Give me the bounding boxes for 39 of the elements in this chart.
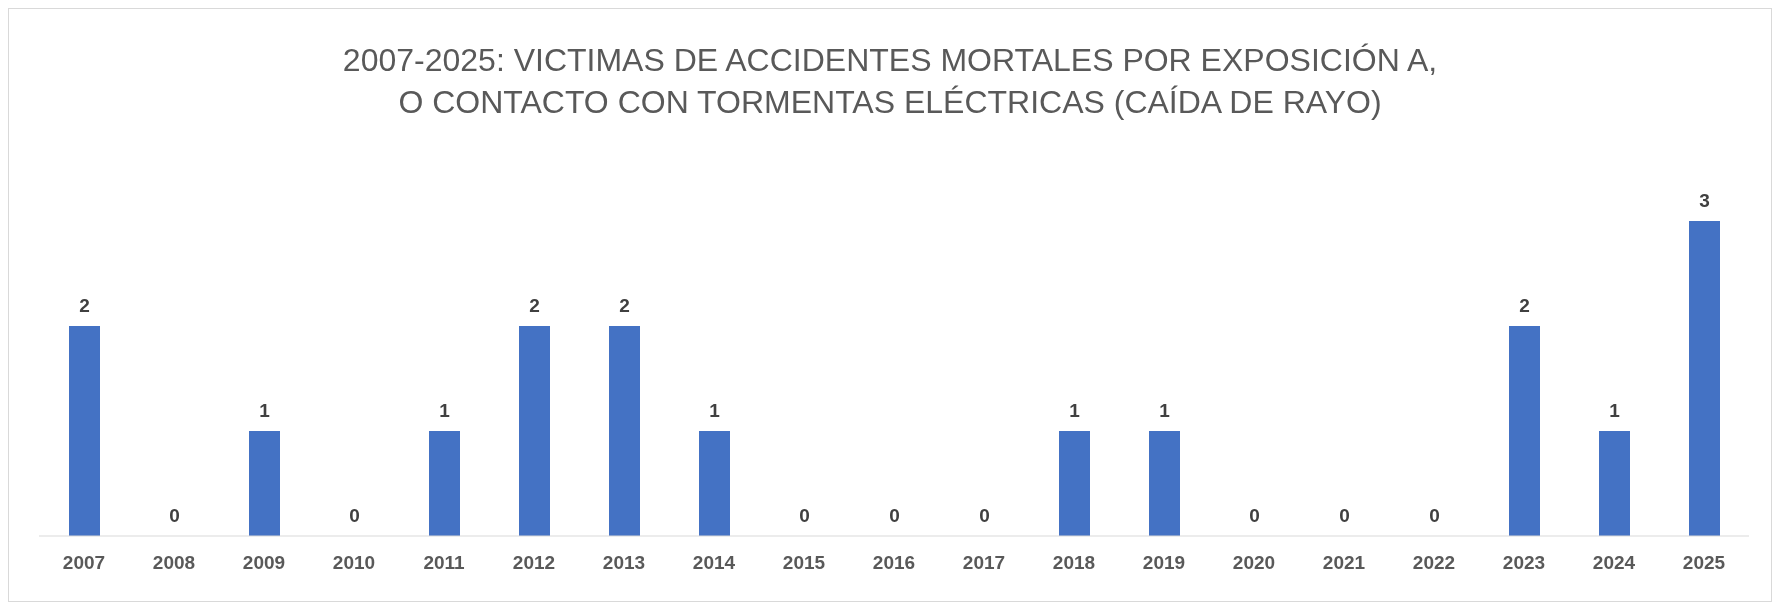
x-tick-label: 2018 — [1052, 552, 1096, 574]
x-tick-label: 2022 — [1412, 552, 1456, 574]
data-label: 0 — [799, 505, 810, 526]
data-label: 0 — [169, 505, 180, 526]
x-tick-label: 2019 — [1142, 552, 1186, 574]
x-tick-label: 2010 — [332, 552, 376, 574]
x-tick-label: 2013 — [602, 552, 646, 574]
data-label: 0 — [1429, 505, 1440, 526]
data-label: 1 — [439, 400, 451, 421]
x-tick-label: 2008 — [152, 552, 196, 574]
x-tick-label: 2020 — [1232, 552, 1276, 574]
data-label: 1 — [709, 400, 721, 421]
data-label: 1 — [1159, 400, 1171, 421]
x-tick-label: 2007 — [62, 552, 106, 574]
data-label: 2 — [619, 295, 630, 316]
data-label: 1 — [1609, 400, 1621, 421]
x-tick-label: 2015 — [782, 552, 826, 574]
x-tick-label: 2009 — [242, 552, 286, 574]
x-tick-label: 2016 — [872, 552, 916, 574]
data-label: 3 — [1699, 190, 1710, 211]
chart-title: 2007-2025: VICTIMAS DE ACCIDENTES MORTALES POR EXPOSICIÓN A, O CONTACTO CON TORMENTAS ELÉCTRICAS (CAÍDA DE RAYO) — [341, 41, 1439, 122]
data-label: 0 — [979, 505, 990, 526]
x-tick-label: 2012 — [512, 552, 556, 574]
x-tick-label: 2021 — [1322, 552, 1366, 574]
data-label: 0 — [889, 505, 900, 526]
x-tick-label: 2017 — [962, 552, 1006, 574]
data-label: 2 — [529, 295, 540, 316]
data-label: 0 — [349, 505, 360, 526]
data-label: 2 — [1519, 295, 1530, 316]
data-label: 1 — [1069, 400, 1081, 421]
data-label: 0 — [1339, 505, 1350, 526]
data-label: 0 — [1249, 505, 1260, 526]
x-tick-label: 2014 — [692, 552, 736, 574]
x-tick-label: 2023 — [1502, 552, 1546, 574]
x-tick-label: 2011 — [423, 552, 466, 574]
x-tick-label: 2024 — [1592, 552, 1636, 574]
data-label: 1 — [259, 400, 271, 421]
data-label: 2 — [79, 295, 90, 316]
x-tick-label: 2025 — [1682, 552, 1726, 574]
